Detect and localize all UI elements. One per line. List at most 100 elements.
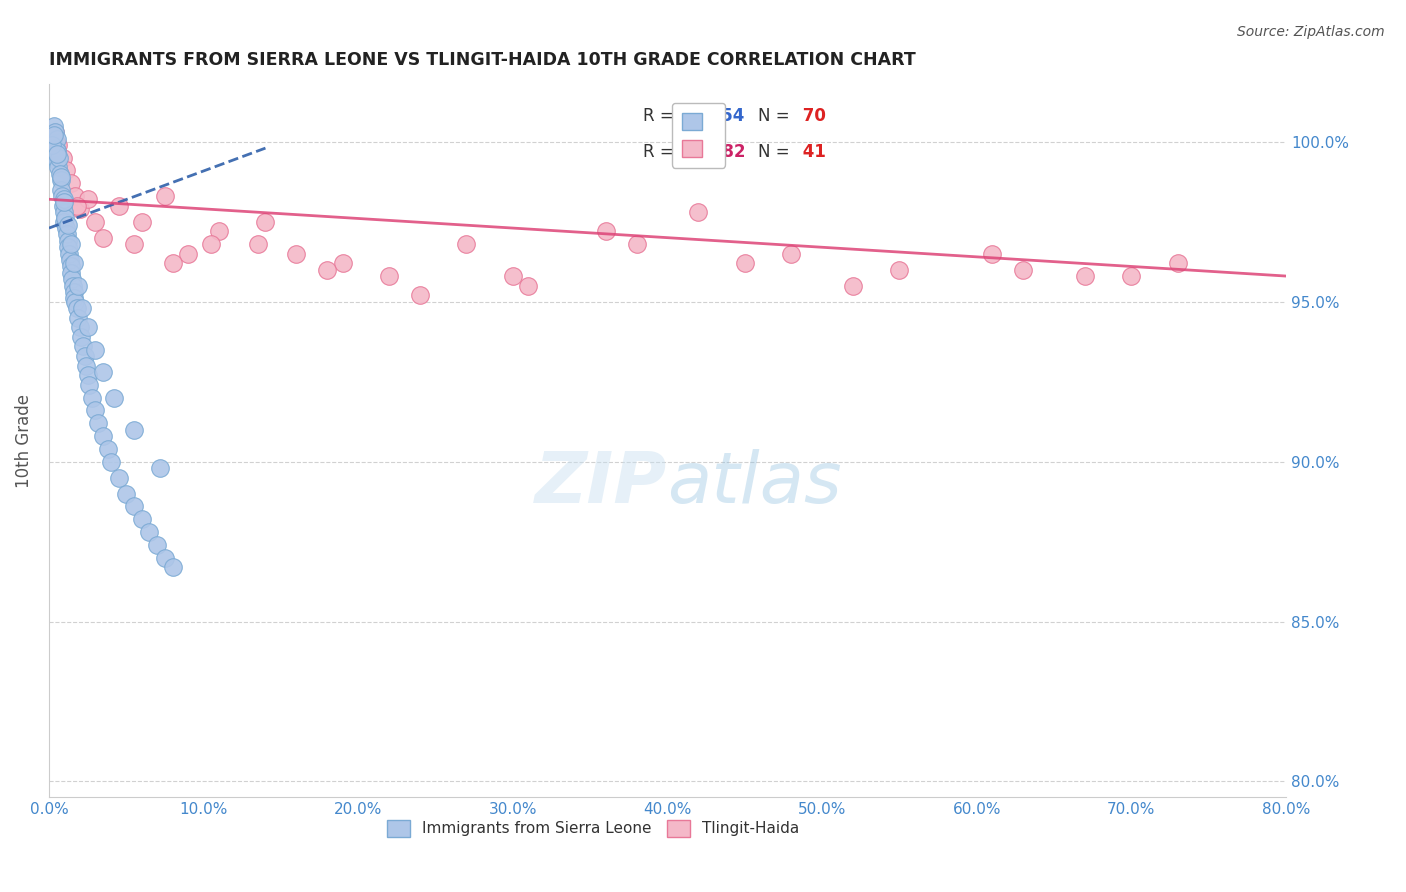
Point	[55, 221, 77, 235]
Point	[456, 237, 478, 252]
Point	[48, 151, 70, 165]
Point	[981, 246, 1004, 260]
Point	[1167, 256, 1189, 270]
Point	[76, 192, 98, 206]
Point	[41, 137, 63, 152]
Point	[45, 131, 67, 145]
Point	[162, 256, 184, 270]
Point	[70, 301, 93, 315]
Point	[122, 237, 145, 252]
Point	[254, 215, 277, 229]
Text: N =: N =	[758, 107, 789, 125]
Point	[316, 262, 339, 277]
Point	[91, 365, 114, 379]
Point	[626, 237, 648, 252]
Text: Source: ZipAtlas.com: Source: ZipAtlas.com	[1237, 25, 1385, 39]
Point	[75, 359, 97, 373]
Point	[66, 199, 89, 213]
Text: atlas: atlas	[668, 449, 842, 518]
Point	[56, 234, 79, 248]
Point	[103, 391, 125, 405]
Text: ZIP: ZIP	[536, 449, 668, 518]
Point	[97, 442, 120, 456]
Point	[84, 343, 107, 357]
Point	[44, 128, 66, 143]
Point	[59, 253, 82, 268]
Point	[66, 301, 89, 315]
Point	[1074, 268, 1097, 283]
Point	[46, 137, 69, 152]
Point	[66, 278, 89, 293]
Point	[149, 461, 172, 475]
Text: 41: 41	[797, 143, 827, 161]
Point	[378, 268, 401, 283]
Point	[52, 205, 75, 219]
Point	[76, 368, 98, 383]
Point	[285, 246, 308, 260]
Legend: Immigrants from Sierra Leone, Tlingit-Haida: Immigrants from Sierra Leone, Tlingit-Ha…	[381, 814, 806, 843]
Point	[153, 189, 176, 203]
Point	[53, 211, 76, 226]
Point	[49, 167, 72, 181]
Point	[51, 183, 73, 197]
Point	[63, 292, 86, 306]
Point	[780, 246, 803, 260]
Point	[100, 454, 122, 468]
Point	[53, 195, 76, 210]
Point	[84, 215, 107, 229]
Point	[53, 215, 76, 229]
Point	[44, 125, 66, 139]
Text: 0.254: 0.254	[686, 107, 744, 125]
Point	[58, 246, 80, 260]
Point	[84, 403, 107, 417]
Point	[146, 538, 169, 552]
Point	[53, 192, 76, 206]
Point	[60, 266, 83, 280]
Point	[1121, 268, 1143, 283]
Point	[65, 294, 87, 309]
Point	[122, 500, 145, 514]
Point	[49, 169, 72, 184]
Point	[131, 512, 153, 526]
Point	[65, 189, 87, 203]
Point	[67, 310, 90, 325]
Point	[107, 470, 129, 484]
Point	[59, 176, 82, 190]
Point	[82, 391, 104, 405]
Point	[42, 119, 65, 133]
Point	[595, 224, 617, 238]
Point	[60, 272, 83, 286]
Point	[138, 524, 160, 539]
Point	[208, 224, 231, 238]
Point	[177, 246, 200, 260]
Y-axis label: 10th Grade: 10th Grade	[15, 393, 32, 488]
Point	[55, 163, 77, 178]
Point	[39, 147, 62, 161]
Point	[107, 199, 129, 213]
Point	[517, 278, 540, 293]
Point	[62, 256, 84, 270]
Point	[69, 320, 91, 334]
Point	[73, 349, 96, 363]
Point	[842, 278, 865, 293]
Point	[332, 256, 354, 270]
Text: -0.282: -0.282	[686, 143, 745, 161]
Point	[889, 262, 911, 277]
Point	[200, 237, 222, 252]
Point	[91, 429, 114, 443]
Point	[77, 377, 100, 392]
Point	[55, 227, 77, 242]
Point	[58, 240, 80, 254]
Text: R =: R =	[643, 107, 673, 125]
Point	[59, 260, 82, 274]
Point	[87, 416, 110, 430]
Point	[46, 145, 69, 159]
Point	[56, 218, 79, 232]
Text: R =: R =	[643, 143, 679, 161]
Point	[162, 560, 184, 574]
Point	[91, 230, 114, 244]
Point	[45, 141, 67, 155]
Point	[734, 256, 756, 270]
Point	[70, 330, 93, 344]
Point	[69, 202, 91, 216]
